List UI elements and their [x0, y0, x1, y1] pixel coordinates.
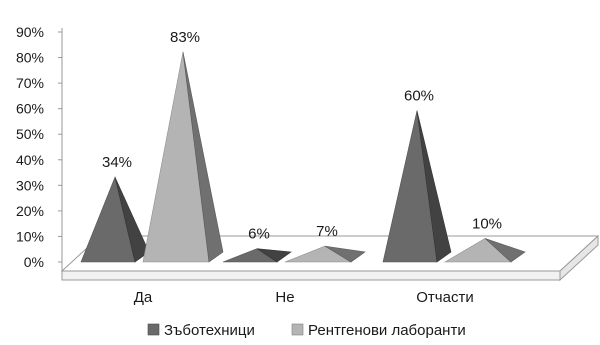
pyramid-bar	[222, 248, 292, 263]
y-tick-label: 70%	[16, 75, 44, 91]
pyramid-side-face	[182, 51, 224, 263]
pyramid-bar	[284, 245, 366, 263]
x-category-label: Отчасти	[416, 289, 473, 306]
data-label: 10%	[472, 215, 502, 232]
data-label: 83%	[170, 29, 200, 46]
chart-floor-front	[61, 270, 561, 281]
y-tick-label: 30%	[16, 177, 44, 193]
pyramid-side-face	[416, 110, 452, 263]
legend-label: Зъботехници	[164, 322, 255, 339]
x-category-label: Да	[134, 289, 153, 306]
chart-floor-side	[559, 234, 599, 282]
y-tick-label: 10%	[16, 228, 44, 244]
pyramid-side-face	[256, 248, 292, 263]
legend-swatch	[147, 323, 160, 336]
y-tick-label: 40%	[16, 152, 44, 168]
y-tick-label: 60%	[16, 101, 44, 117]
legend-label: Рентгенови лаборанти	[308, 322, 466, 339]
y-tick-label: 90%	[16, 24, 44, 40]
data-label: 60%	[404, 88, 434, 105]
legend-swatch	[291, 323, 304, 336]
pyramid-side-face	[324, 245, 366, 263]
y-tick-label: 80%	[16, 50, 44, 66]
pyramid-bar	[443, 238, 526, 263]
pyramid-side-face	[114, 176, 150, 263]
data-label: 6%	[248, 226, 270, 243]
data-label: 34%	[102, 154, 132, 171]
y-tick-label: 0%	[24, 254, 44, 270]
data-label: 7%	[316, 223, 338, 240]
pyramid-side-face	[484, 238, 526, 263]
pyramid-bar	[382, 110, 452, 263]
y-tick-label: 50%	[16, 126, 44, 142]
pyramid-bar	[80, 176, 150, 263]
y-tick-label: 20%	[16, 203, 44, 219]
x-category-label: Не	[275, 289, 294, 306]
pyramid-bar	[142, 51, 224, 263]
